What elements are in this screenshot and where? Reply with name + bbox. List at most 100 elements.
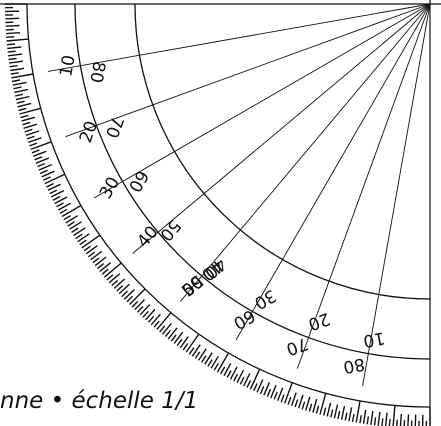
inner-label-20: 20 <box>305 308 332 334</box>
graduation-tick <box>326 402 332 417</box>
graduation-tick <box>27 137 42 144</box>
graduation-tick <box>123 288 135 300</box>
graduation-tick <box>407 414 410 426</box>
graduation-tick <box>182 343 189 351</box>
graduation-tick <box>319 393 327 415</box>
graduation-tick <box>159 325 166 333</box>
graduation-tick <box>399 413 402 426</box>
graduation-tick <box>81 234 101 249</box>
graduation-tick <box>388 419 391 426</box>
graduation-tick <box>359 415 362 424</box>
graduation-tick <box>13 86 22 90</box>
graduation-tick <box>29 142 38 147</box>
graduation-tick <box>322 407 327 416</box>
graduation-tick <box>16 100 25 104</box>
graduation-tick <box>266 389 272 397</box>
graduation-tick <box>210 355 219 369</box>
graduation-tick <box>67 221 75 227</box>
graduation-tick <box>147 315 155 323</box>
inner-label-30: 30 <box>251 285 280 313</box>
graduation-tick <box>49 189 58 195</box>
graduation-tick <box>6 43 15 46</box>
radial-line <box>362 3 431 387</box>
graduation-tick <box>253 383 258 391</box>
graduation-tick <box>179 336 189 349</box>
graduation-tick <box>164 329 171 338</box>
graduation-tick <box>99 262 112 273</box>
graduation-tick <box>6 36 15 38</box>
graduation-tick <box>50 189 65 198</box>
graduation-tick <box>233 373 239 382</box>
graduation-tick <box>213 362 220 371</box>
graduation-tick <box>11 79 21 83</box>
graduation-tick <box>21 116 36 122</box>
graduation-tick <box>273 391 278 400</box>
graduation-tick <box>283 382 293 404</box>
graduation-tick <box>17 102 32 108</box>
graduation-tick <box>96 263 105 270</box>
graduation-tick <box>118 283 130 295</box>
graduation-tick <box>108 273 121 284</box>
graduation-tick <box>18 107 27 112</box>
graduation-tick <box>85 245 98 255</box>
graduation-tick <box>392 405 396 426</box>
graduation-tick <box>10 72 19 75</box>
graduation-tick <box>9 64 18 68</box>
radial-line <box>47 3 431 72</box>
graduation-tick <box>366 416 370 425</box>
graduation-tick <box>150 313 161 326</box>
graduation-tick <box>270 384 277 399</box>
graduation-tick <box>298 394 304 409</box>
graduation-tick <box>56 202 64 208</box>
graduation-tick <box>47 183 61 191</box>
graduation-tick <box>73 227 86 237</box>
graduation-tick <box>216 352 230 373</box>
graduation-tick <box>30 141 52 151</box>
graduation-tick <box>194 351 201 359</box>
graduation-tick <box>312 398 318 413</box>
graduation-tick <box>22 121 31 126</box>
graduation-tick <box>116 285 124 292</box>
graduation-tick <box>197 348 207 361</box>
graduation-tick <box>35 157 50 164</box>
graduation-tick <box>7 46 22 50</box>
arc-lines <box>26 3 431 408</box>
graduation-tick <box>142 310 149 318</box>
graduation-tick <box>145 308 156 321</box>
graduation-tick <box>377 411 381 426</box>
graduation-tick <box>14 93 24 97</box>
graduation-tick <box>90 250 103 261</box>
graduation-tick <box>83 245 91 252</box>
graduation-tick <box>305 396 311 411</box>
graduation-tick <box>204 352 213 365</box>
graduation-tick <box>185 333 200 353</box>
graduation-tick <box>92 257 100 264</box>
graduation-tick <box>170 334 177 342</box>
radial-line <box>93 3 431 199</box>
graduation-tick <box>355 400 361 423</box>
graduation-tick <box>101 268 109 275</box>
graduation-tick <box>44 173 66 185</box>
graduation-tick <box>126 295 134 303</box>
graduation-tick <box>57 202 71 211</box>
graduation-tick <box>39 169 48 175</box>
graduation-tick <box>308 403 313 412</box>
graduation-tick <box>131 300 139 308</box>
graduation-tick <box>5 17 20 20</box>
graduation-tick <box>315 405 320 414</box>
graduation-tick <box>167 327 178 340</box>
graduation-tick <box>32 150 47 157</box>
graduation-tick <box>94 256 107 267</box>
graduation-tick <box>176 338 183 347</box>
graduation-tick <box>161 322 172 335</box>
graduation-tick <box>52 195 61 201</box>
graduation-tick <box>381 418 384 426</box>
graduation-tick <box>9 60 24 64</box>
graduation-tick <box>20 114 29 119</box>
graduation-tick <box>263 382 271 396</box>
graduation-tick <box>153 320 160 328</box>
graduation-tick <box>229 366 238 380</box>
graduation-tick <box>46 182 54 188</box>
graduation-tick <box>15 95 30 101</box>
